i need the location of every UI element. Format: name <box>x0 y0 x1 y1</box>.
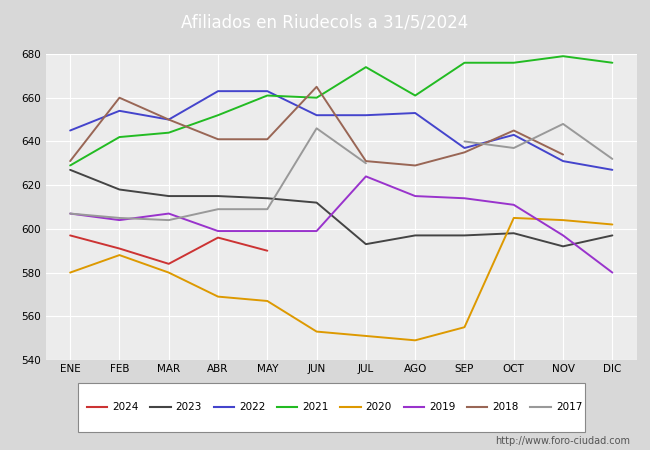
Text: Afiliados en Riudecols a 31/5/2024: Afiliados en Riudecols a 31/5/2024 <box>181 14 469 32</box>
Text: 2021: 2021 <box>302 402 329 412</box>
Text: http://www.foro-ciudad.com: http://www.foro-ciudad.com <box>495 436 630 446</box>
Text: 2022: 2022 <box>239 402 265 412</box>
Text: 2024: 2024 <box>112 402 138 412</box>
FancyBboxPatch shape <box>78 382 585 432</box>
Text: 2020: 2020 <box>366 402 392 412</box>
Text: 2019: 2019 <box>429 402 456 412</box>
Text: 2018: 2018 <box>493 402 519 412</box>
Text: 2017: 2017 <box>556 402 582 412</box>
Text: 2023: 2023 <box>176 402 202 412</box>
